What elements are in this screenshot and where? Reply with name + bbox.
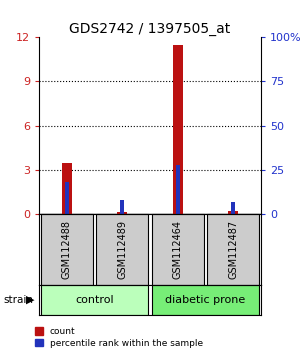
Bar [96,214,148,285]
Bar [231,202,236,214]
Text: GSM112464: GSM112464 [173,220,183,279]
Bar [173,45,183,214]
Bar [207,214,259,285]
Text: GSM112488: GSM112488 [62,220,72,279]
Text: strain: strain [3,295,33,305]
Bar [41,285,148,315]
Text: ▶: ▶ [26,295,34,305]
Bar [176,166,180,214]
Bar [120,200,124,214]
Title: GDS2742 / 1397505_at: GDS2742 / 1397505_at [69,22,231,36]
Text: GSM112489: GSM112489 [117,220,127,279]
Bar [64,182,69,214]
Text: diabetic prone: diabetic prone [165,295,246,305]
Bar [117,212,127,214]
Legend: count, percentile rank within the sample: count, percentile rank within the sample [34,327,203,348]
Bar [62,162,72,214]
Bar [41,214,93,285]
Text: control: control [75,295,114,305]
Text: GSM112487: GSM112487 [228,220,238,279]
Bar [152,285,259,315]
Bar [228,211,238,214]
Bar [152,214,204,285]
